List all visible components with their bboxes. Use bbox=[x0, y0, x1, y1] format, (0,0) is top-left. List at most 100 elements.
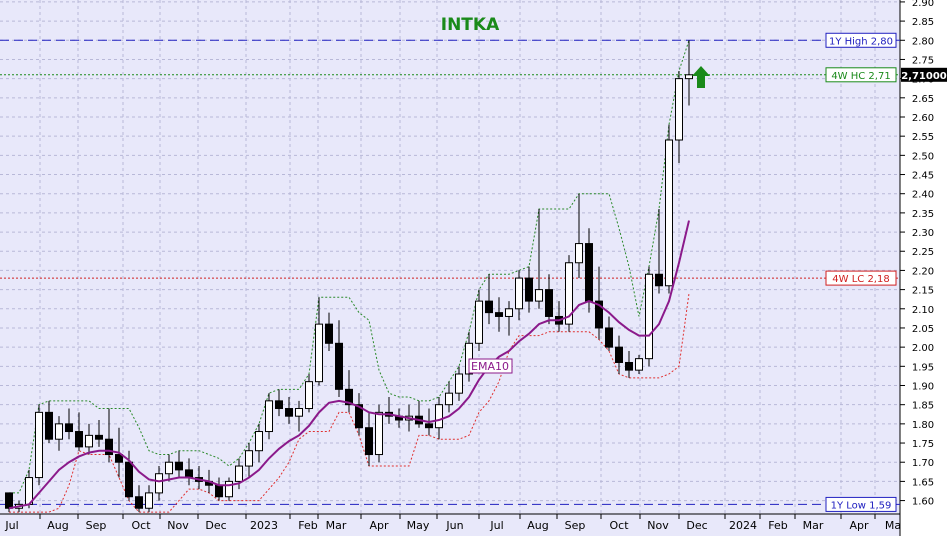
candle-body-down bbox=[485, 300, 493, 314]
candle-body-up bbox=[535, 289, 543, 302]
candle bbox=[355, 393, 363, 436]
candle bbox=[265, 393, 273, 440]
candle-body-down bbox=[615, 346, 623, 363]
candle-body-down bbox=[425, 423, 433, 429]
candle bbox=[145, 485, 153, 513]
candle-body-up bbox=[35, 411, 43, 479]
candle bbox=[245, 443, 253, 478]
candle-body-up bbox=[435, 404, 443, 429]
x-tick-label: Aug bbox=[47, 519, 68, 532]
y-tick-label: 2.20 bbox=[912, 266, 934, 277]
candle bbox=[535, 209, 543, 309]
last-price-box bbox=[901, 67, 947, 82]
candle bbox=[255, 423, 263, 463]
y-tick-label: 1.75 bbox=[912, 439, 934, 450]
candle-body-down bbox=[75, 431, 83, 448]
y-tick-label: 2.60 bbox=[912, 113, 934, 124]
candle bbox=[565, 255, 573, 332]
candle bbox=[275, 389, 283, 417]
candle-body-down bbox=[355, 404, 363, 429]
y-tick-label: 2.25 bbox=[912, 247, 934, 258]
candle bbox=[595, 266, 603, 340]
y-tick-label: 2.15 bbox=[912, 286, 934, 297]
candle-body-down bbox=[135, 496, 143, 509]
candle-body-up bbox=[505, 308, 513, 317]
plot-background bbox=[0, 0, 900, 514]
candle-body-down bbox=[65, 423, 73, 433]
candle-body-down bbox=[215, 484, 223, 498]
chart-title: INTKA bbox=[441, 15, 500, 35]
candle-body-up bbox=[165, 461, 173, 475]
y-tick-label: 2.45 bbox=[912, 171, 934, 182]
y-tick-label: 2.00 bbox=[912, 343, 934, 354]
candle bbox=[445, 381, 453, 413]
candle bbox=[675, 70, 683, 164]
candle bbox=[525, 266, 533, 313]
x-tick-label: Aug bbox=[527, 519, 548, 532]
candle-body-down bbox=[275, 400, 283, 410]
candle-body-down bbox=[95, 434, 103, 440]
candle bbox=[125, 450, 133, 501]
x-tick-label: 2023 bbox=[250, 519, 278, 532]
ema-series: EMA10 bbox=[8, 220, 690, 510]
candle bbox=[335, 320, 343, 398]
candle bbox=[495, 297, 503, 332]
candle-body-down bbox=[625, 361, 633, 371]
candle bbox=[655, 209, 663, 294]
y-tick-label: 2.90 bbox=[912, 0, 934, 9]
x-tick-label: Dec bbox=[686, 519, 707, 532]
candle bbox=[665, 124, 673, 294]
candle-body-up bbox=[55, 423, 63, 440]
candle bbox=[685, 40, 693, 106]
candle bbox=[635, 354, 643, 374]
level-lines: 1Y High 2,80 4W HC 2,71 4W LC 2,18 1Y Low 1… bbox=[0, 32, 900, 512]
candle bbox=[95, 420, 103, 447]
candle-body-up bbox=[85, 434, 93, 448]
candle bbox=[515, 270, 523, 321]
x-tick-label: Feb bbox=[768, 519, 787, 532]
candle-body-up bbox=[635, 358, 643, 371]
grid bbox=[0, 0, 900, 514]
candle-body-up bbox=[475, 300, 483, 344]
candle bbox=[65, 408, 73, 440]
level-label-box bbox=[825, 67, 897, 83]
y-tick-label: 1.60 bbox=[912, 497, 934, 508]
candle bbox=[105, 408, 113, 463]
candle-body-down bbox=[605, 327, 613, 348]
candle bbox=[135, 485, 143, 513]
candle-body-down bbox=[105, 438, 113, 456]
level-label: 1Y High 2,80 bbox=[829, 36, 893, 47]
x-tick-label: Apr bbox=[849, 519, 869, 532]
x-tick-label: Oct bbox=[609, 519, 629, 532]
x-tick-label: Jun bbox=[445, 519, 463, 532]
candle bbox=[305, 373, 313, 413]
candle-body-up bbox=[445, 392, 453, 406]
candle bbox=[75, 412, 83, 451]
candle-body-up bbox=[305, 381, 313, 410]
y-tick-label: 1.95 bbox=[912, 362, 934, 373]
last-price-label: 2,71000 bbox=[901, 71, 947, 82]
candle-body-down bbox=[595, 300, 603, 329]
y-tick-label: 1.65 bbox=[912, 477, 934, 488]
x-tick-label: Nov bbox=[167, 519, 189, 532]
candle bbox=[365, 412, 373, 467]
candle bbox=[615, 335, 623, 374]
ema10-label-box bbox=[468, 358, 513, 374]
candle-body-up bbox=[245, 450, 253, 467]
candle-body-up bbox=[675, 78, 683, 141]
candle-body-down bbox=[345, 388, 353, 406]
level-label-box bbox=[825, 270, 897, 286]
candle bbox=[505, 301, 513, 336]
y-tick-label: 2.80 bbox=[912, 36, 934, 47]
candle-body-up bbox=[685, 74, 693, 80]
x-tick-label: Mar bbox=[803, 519, 824, 532]
candle bbox=[645, 266, 653, 367]
candle-body-down bbox=[175, 461, 183, 471]
level-label-box bbox=[825, 32, 897, 48]
x-tick-label: May bbox=[407, 519, 430, 532]
candle-body-up bbox=[295, 408, 303, 417]
y-tick-label: 2.10 bbox=[912, 305, 934, 316]
candle-body-down bbox=[335, 342, 343, 390]
x-tick-label: Jul bbox=[4, 519, 18, 532]
candle-body-down bbox=[365, 427, 373, 456]
